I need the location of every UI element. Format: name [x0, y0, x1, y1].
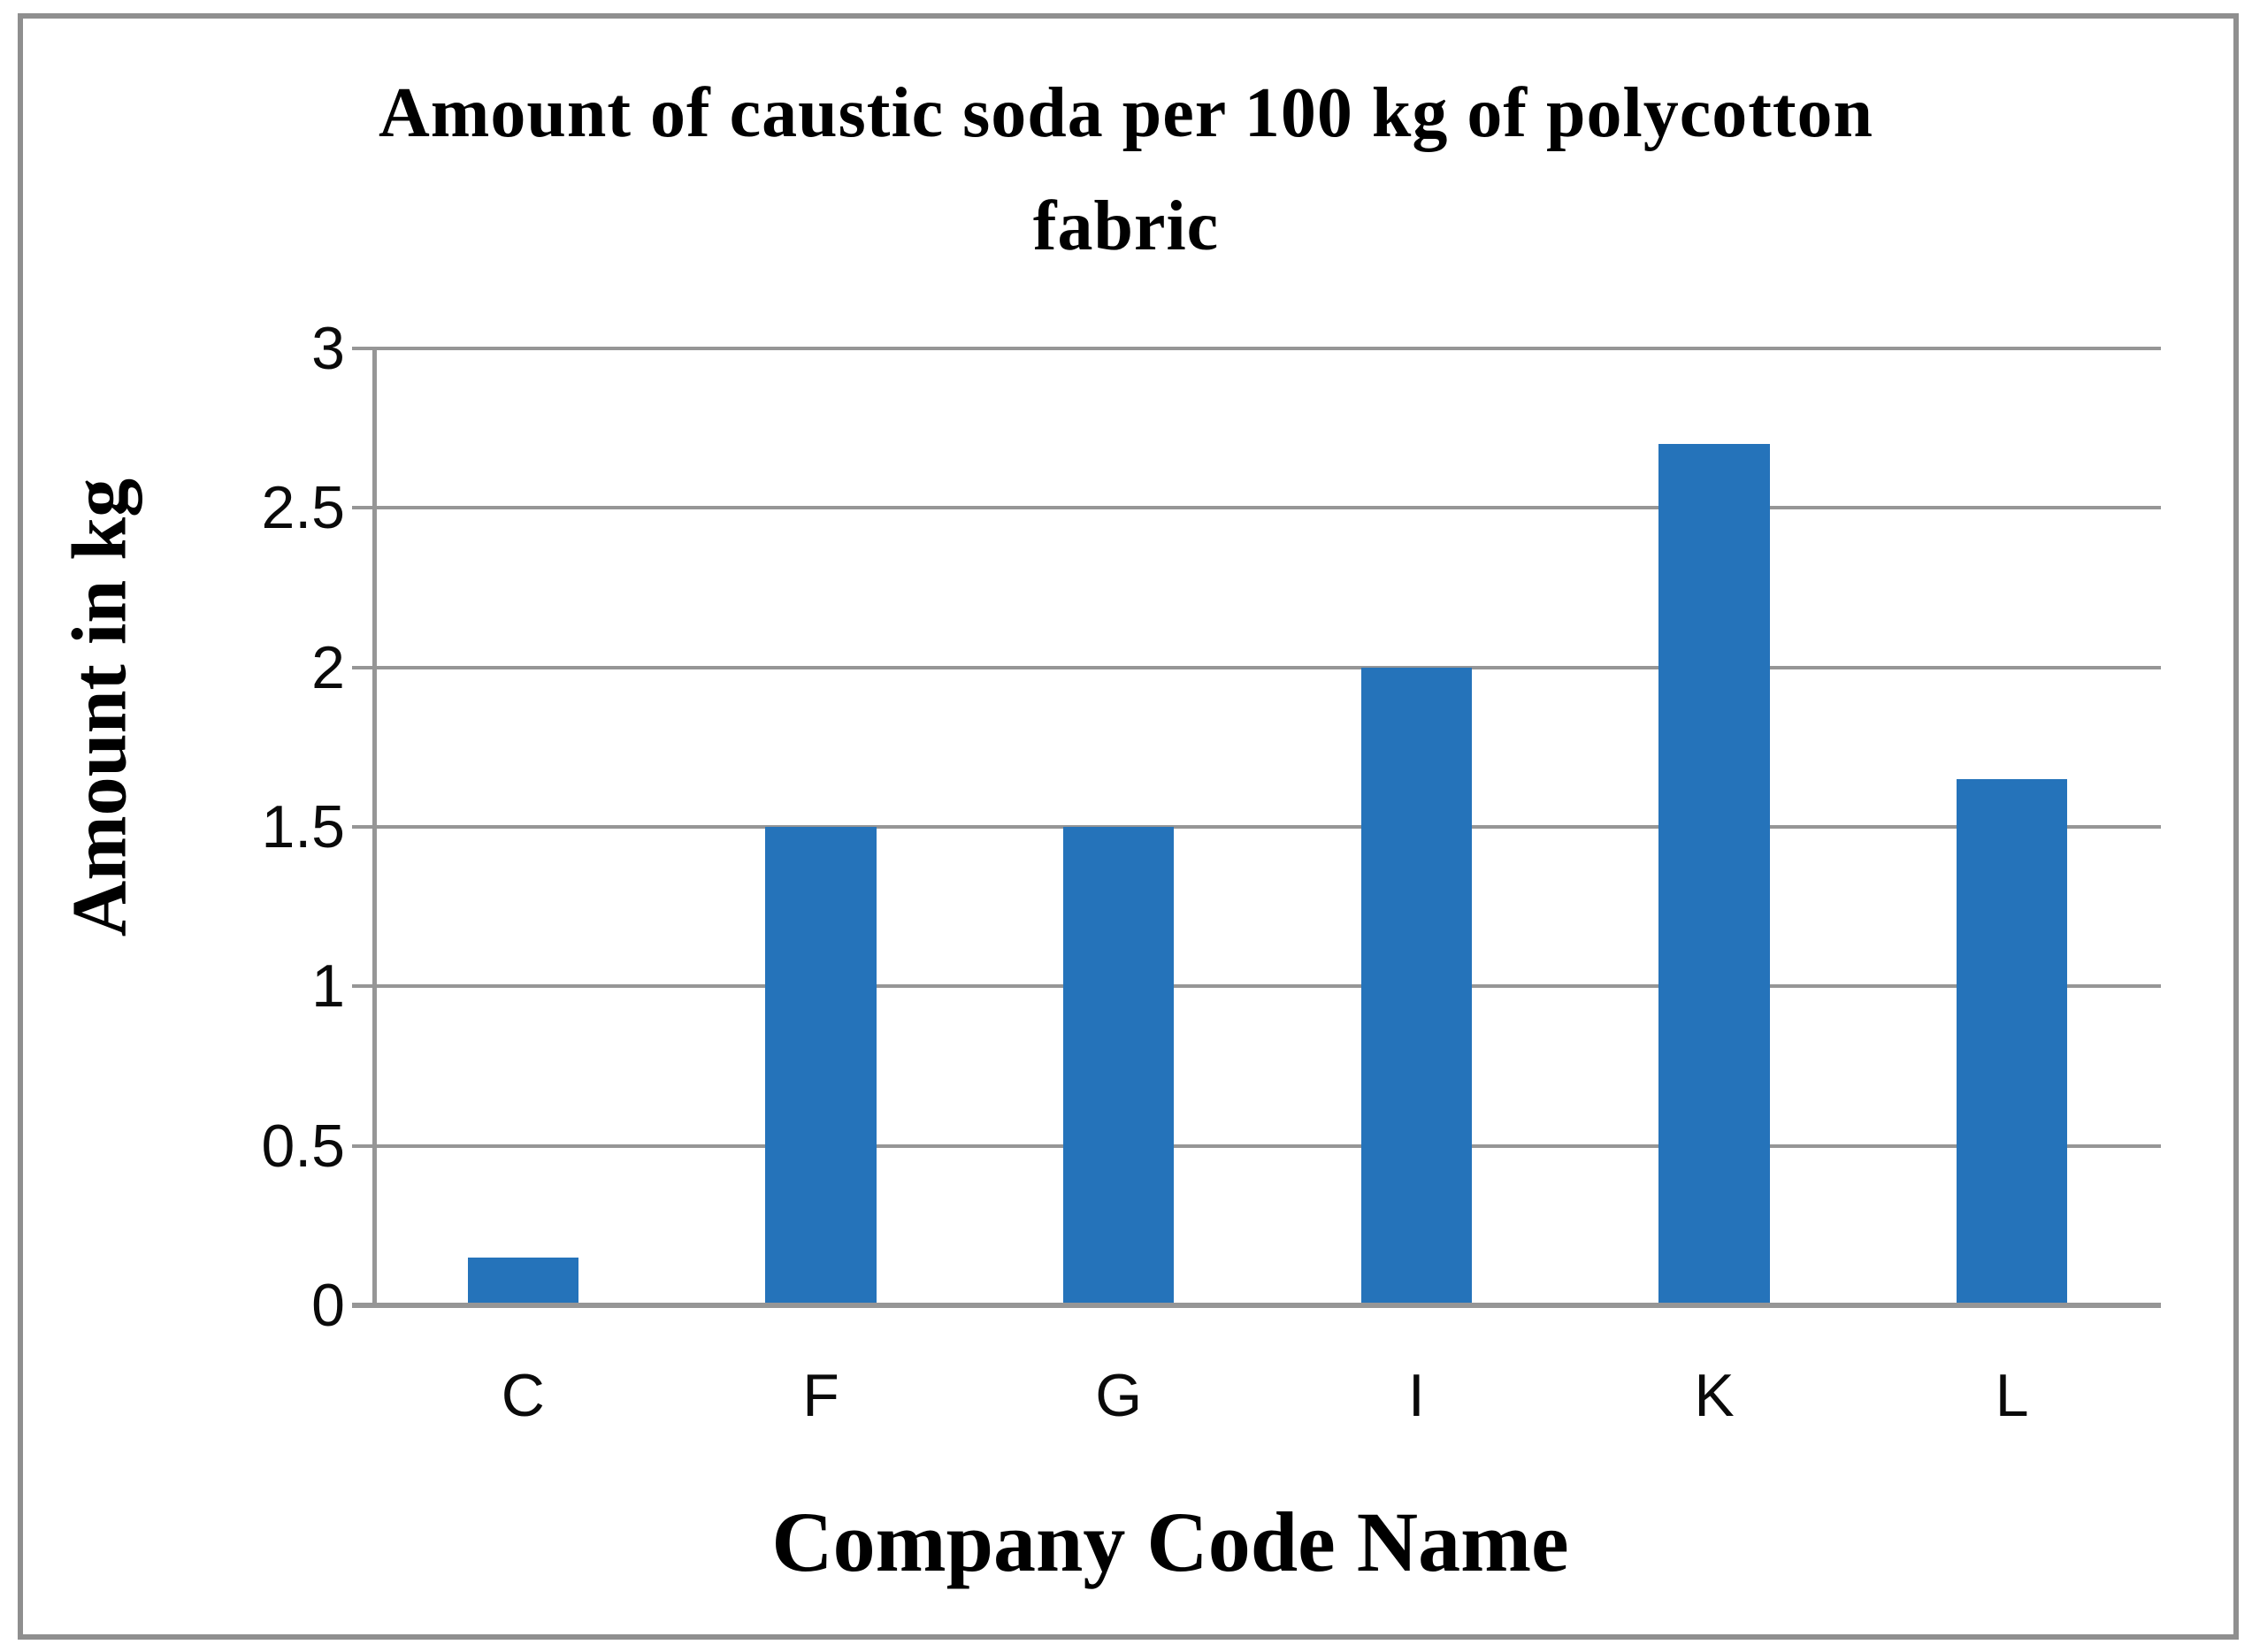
gridline-y-3: [374, 347, 2161, 350]
bar-K: [1658, 444, 1770, 1305]
bar-G: [1063, 827, 1175, 1305]
y-tick-3: [352, 347, 374, 350]
category-label-G: G: [1095, 1362, 1143, 1429]
x-axis-line: [352, 1303, 2161, 1308]
category-label-L: L: [1995, 1362, 2029, 1429]
gridline-y-2: [374, 665, 2161, 669]
category-label-K: K: [1694, 1362, 1735, 1429]
chart-title-line-2: fabric: [1032, 187, 1220, 265]
y-axis-title: Amount in kg: [57, 478, 143, 937]
y-tick-label-1: 1: [311, 952, 345, 1021]
x-axis-title: Company Code Name: [771, 1495, 1569, 1589]
category-label-C: C: [501, 1362, 545, 1429]
bar-F: [765, 827, 877, 1305]
chart-title-line-1: Amount of caustic soda per 100 kg of pol…: [378, 74, 1873, 152]
bar-C: [467, 1257, 578, 1305]
y-tick-label-0.5: 0.5: [261, 1112, 345, 1180]
y-tick-label-2.5: 2.5: [261, 474, 345, 542]
category-label-F: F: [802, 1362, 839, 1429]
gridline-y-1.5: [374, 825, 2161, 829]
y-axis-line: [372, 347, 377, 1305]
gridline-y-2.5: [374, 506, 2161, 510]
gridline-y-0.5: [374, 1143, 2161, 1148]
bar-L: [1957, 778, 2068, 1305]
gridline-y-1: [374, 984, 2161, 989]
y-tick-label-3: 3: [311, 315, 345, 382]
y-tick-1.5: [352, 825, 374, 829]
y-tick-label-0: 0: [311, 1272, 345, 1339]
chart-title: Amount of caustic soda per 100 kg of pol…: [0, 57, 2252, 283]
plot-area: 0 0.5 1 1.5 2 2.5 3 C F G I K L Amount in kg Compan…: [57, 315, 2161, 1589]
y-tick-label-2: 2: [311, 633, 345, 701]
y-tick-2: [352, 665, 374, 669]
y-tick-label-1.5: 1.5: [261, 793, 345, 860]
bar-I: [1360, 667, 1472, 1305]
y-tick-0.5: [352, 1143, 374, 1148]
y-tick-1: [352, 984, 374, 989]
category-label-I: I: [1407, 1362, 1425, 1429]
y-tick-2.5: [352, 506, 374, 510]
